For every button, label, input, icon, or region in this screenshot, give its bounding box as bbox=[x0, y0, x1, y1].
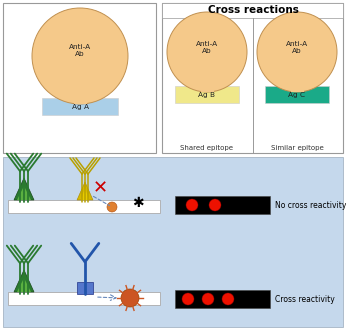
Bar bbox=[3, 3, 156, 153]
Polygon shape bbox=[17, 186, 31, 200]
Text: Similar epitope: Similar epitope bbox=[271, 145, 324, 151]
Bar bbox=[175, 196, 270, 214]
Bar bbox=[3, 157, 343, 327]
Bar bbox=[73, 80, 86, 104]
Text: Ag B: Ag B bbox=[199, 91, 216, 97]
Bar bbox=[74, 78, 86, 98]
Text: ✕: ✕ bbox=[92, 179, 108, 197]
Text: Anti-A
Ab: Anti-A Ab bbox=[286, 41, 308, 54]
Bar bbox=[201, 66, 213, 86]
Circle shape bbox=[222, 293, 234, 305]
Circle shape bbox=[167, 12, 247, 92]
Circle shape bbox=[121, 289, 139, 307]
Circle shape bbox=[209, 199, 221, 211]
Circle shape bbox=[257, 12, 337, 92]
Circle shape bbox=[107, 202, 117, 212]
Bar bbox=[200, 68, 213, 92]
Text: ✱: ✱ bbox=[132, 196, 144, 210]
Text: Ag A: Ag A bbox=[72, 104, 89, 110]
Text: Anti-A
Ab: Anti-A Ab bbox=[196, 41, 218, 54]
Polygon shape bbox=[14, 270, 34, 292]
Bar bbox=[42, 98, 118, 115]
Circle shape bbox=[202, 293, 214, 305]
Polygon shape bbox=[14, 178, 34, 200]
Polygon shape bbox=[17, 278, 31, 292]
Bar bbox=[162, 3, 343, 153]
Bar bbox=[175, 86, 239, 103]
Polygon shape bbox=[81, 188, 89, 200]
Text: Anti-A
Ab: Anti-A Ab bbox=[69, 44, 91, 57]
Polygon shape bbox=[77, 182, 93, 200]
Bar bbox=[8, 200, 160, 213]
Bar bbox=[291, 75, 303, 86]
Circle shape bbox=[32, 8, 128, 104]
Bar bbox=[162, 3, 343, 18]
Bar bbox=[175, 290, 270, 308]
Bar bbox=[291, 77, 303, 92]
Text: No cross reactivity: No cross reactivity bbox=[275, 201, 346, 210]
Bar bbox=[265, 86, 329, 103]
Circle shape bbox=[182, 293, 194, 305]
Bar bbox=[8, 292, 160, 305]
Text: Cross reactions: Cross reactions bbox=[208, 5, 299, 15]
Text: Cross reactivity: Cross reactivity bbox=[275, 294, 335, 304]
Text: Ag C: Ag C bbox=[289, 91, 306, 97]
Bar bbox=[0, 0, 346, 155]
Bar bbox=[77, 282, 93, 294]
Circle shape bbox=[186, 199, 198, 211]
Text: Shared epitope: Shared epitope bbox=[181, 145, 234, 151]
